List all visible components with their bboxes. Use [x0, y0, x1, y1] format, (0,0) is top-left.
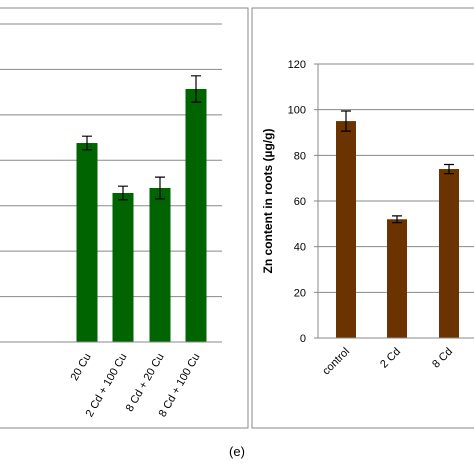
bar: [76, 143, 98, 342]
error-bar: [82, 135, 92, 151]
bar: [387, 219, 407, 338]
y-axis-label: Zn content in roots (µg/g): [261, 129, 275, 274]
panel-border: [0, 7, 249, 429]
error-bar: [155, 176, 165, 200]
bar: [112, 192, 134, 342]
y-tick-label: 100: [288, 105, 306, 117]
caption: (e): [229, 444, 245, 459]
bar: [336, 121, 356, 338]
bar: [149, 187, 171, 342]
error-bar: [118, 185, 128, 201]
bar: [185, 88, 207, 342]
error-bar: [444, 163, 454, 175]
x-tick-label: 8 Cd + 20 Cu: [124, 352, 167, 414]
bar: [439, 169, 459, 338]
error-bar: [392, 215, 402, 224]
y-tick-label: 60: [294, 196, 306, 208]
x-tick-label: 20 Cu: [69, 352, 94, 383]
y-tick-label: 20: [294, 287, 306, 299]
x-tick-label: 8 Cd: [430, 346, 455, 371]
panel-border: [251, 7, 474, 429]
y-tick-label: 80: [294, 150, 306, 162]
x-tick-label: 2 Cd: [378, 346, 403, 371]
y-tick-label: 0: [300, 333, 306, 345]
error-bar: [341, 110, 351, 132]
x-tick-label: control: [320, 346, 352, 378]
y-tick-label: 40: [294, 242, 306, 254]
error-bar: [191, 75, 201, 103]
y-tick-label: 120: [288, 59, 306, 71]
